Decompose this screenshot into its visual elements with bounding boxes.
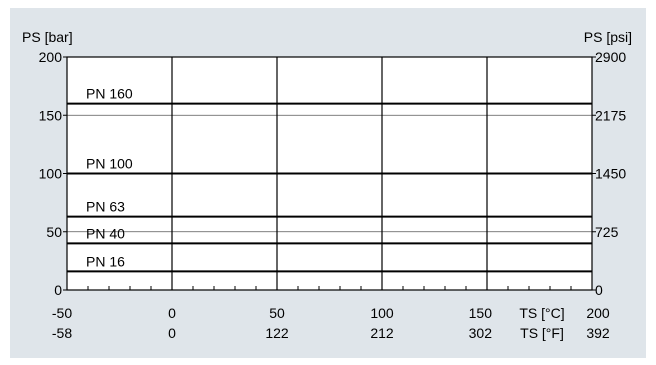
y-left-tick-label: 200	[39, 49, 63, 65]
x-tick-label-celsius: -50	[52, 305, 72, 321]
y-right-tick-label: 2900	[595, 49, 626, 65]
series-label: PN 40	[86, 225, 125, 241]
axes	[63, 56, 596, 291]
x-tick-label-celsius: 150	[469, 305, 493, 321]
x-tick-label-fahrenheit: 302	[469, 325, 493, 341]
y-right-tick-label: 725	[595, 224, 619, 240]
x-tick-label-fahrenheit: 212	[370, 325, 394, 341]
x-tick-label-fahrenheit: 122	[265, 325, 289, 341]
x-axis-label-celsius: TS [°C]	[519, 305, 564, 321]
x-tick-label-celsius: 100	[370, 305, 394, 321]
x-tick-label-celsius: 0	[168, 305, 176, 321]
y-right-axis-label: PS [psi]	[584, 29, 632, 45]
y-left-axis-label: PS [bar]	[22, 29, 73, 45]
x-tick-label-fahrenheit: 0	[168, 325, 176, 341]
x-tick-label-fahrenheit: 392	[586, 325, 610, 341]
x-tick-label-celsius: 50	[269, 305, 285, 321]
y-right-tick-label: 2175	[595, 107, 626, 123]
series-label: PN 100	[86, 156, 133, 172]
y-left-tick-label: 0	[54, 282, 62, 298]
y-right-tick-label: 1450	[595, 166, 626, 182]
y-left-tick-label: 150	[39, 107, 63, 123]
x-axis-label-fahrenheit: TS [°F]	[520, 325, 564, 341]
series-label: PN 160	[86, 86, 133, 102]
series-lines	[67, 102, 592, 273]
y-left-tick-label: 50	[46, 224, 62, 240]
x-tick-label-celsius: 200	[586, 305, 610, 321]
series-label: PN 16	[86, 253, 125, 269]
series-label: PN 63	[86, 199, 125, 215]
x-tick-label-fahrenheit: -58	[52, 325, 72, 341]
y-right-tick-label: 0	[595, 282, 603, 298]
y-left-tick-label: 100	[39, 166, 63, 182]
